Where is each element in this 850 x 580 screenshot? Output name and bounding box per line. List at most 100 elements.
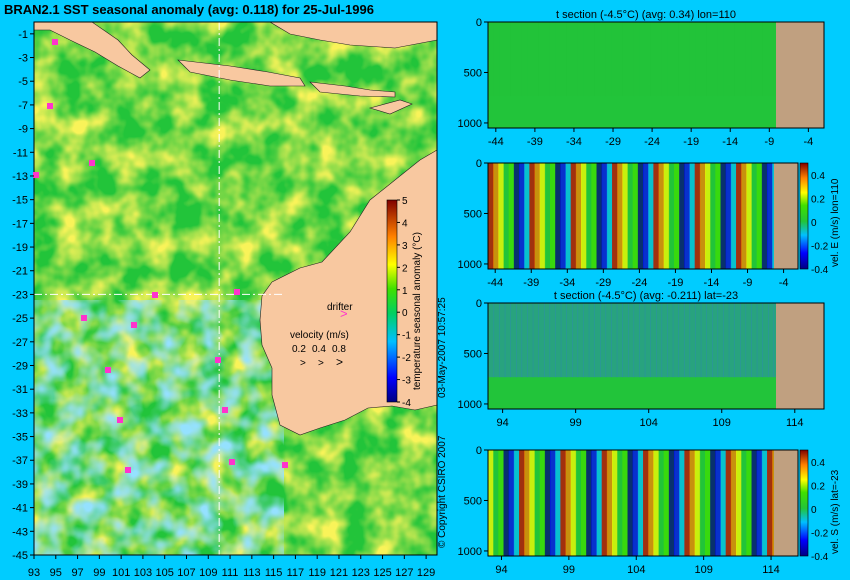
map-lat-tick-label: -9: [18, 124, 28, 136]
section-stripe: [588, 303, 595, 378]
section-stripe: [581, 450, 587, 556]
temperature-colorbar: 5 4 3 2 1 0 -1 -2 -3 -4 temperature seasonal anom…: [386, 196, 423, 409]
section-stripe: [736, 450, 742, 556]
panel-x-tick-label: -14: [704, 277, 720, 289]
velocity-scale-1: 0.2: [292, 344, 306, 355]
section-stripe: [715, 163, 721, 269]
panel-x-tick-label: -19: [683, 136, 699, 148]
section-stripe: [513, 163, 520, 269]
section-stripe: [663, 163, 670, 269]
drifter-marker: [215, 357, 221, 363]
velocity-arrow-mid-icon: >: [318, 358, 324, 369]
map-lon-tick-label: 123: [352, 567, 370, 579]
colorbar-gradient: [386, 199, 398, 403]
drifter-marker: [222, 407, 228, 413]
drifter-marker: [125, 467, 131, 473]
section-stripe: [591, 163, 597, 269]
panel-x-tick-label: -4: [779, 277, 789, 289]
section-stripe: [600, 303, 607, 378]
velocity-colorbar-tick: -0.4: [811, 552, 829, 563]
map-frame: [33, 21, 438, 556]
velocity-colorbar-tick: 0.4: [811, 171, 825, 182]
section-stripe: [767, 163, 773, 269]
colorbar-tick-label: 0: [402, 308, 408, 319]
map-lat-tick-label: -43: [12, 526, 28, 538]
section-stripe: [510, 303, 517, 378]
panel-x-tick-label: -4: [803, 136, 813, 148]
section-stripe: [539, 450, 546, 556]
section-stripe: [653, 450, 659, 556]
section-stripe: [740, 22, 747, 97]
velocity-arrow-small-icon: >: [300, 358, 306, 369]
section-stripe: [606, 163, 613, 269]
panel-x-tick-label: 109: [713, 417, 731, 429]
panel-x-tick-label: 94: [495, 564, 507, 576]
section-stripe: [728, 22, 735, 97]
panel-frame: [487, 21, 825, 129]
drifter-marker: [89, 160, 95, 166]
velocity-arrow-large-icon: >: [336, 355, 343, 369]
section-stripe: [524, 163, 530, 269]
panel-frame: [487, 302, 825, 410]
map-lon-tick-label: 125: [373, 567, 391, 579]
section-stripe: [689, 22, 696, 97]
map-lat-tick-label: -21: [12, 266, 28, 278]
map-lat-tick-label: -41: [12, 503, 28, 515]
section-stripe: [611, 303, 618, 378]
map-lon-tick-label: 121: [330, 567, 348, 579]
section-stripe: [575, 163, 582, 269]
map-lat-tick-label: -31: [12, 384, 28, 396]
colorbar-tick-label: 4: [402, 218, 408, 229]
section-panel-4: 94 99 104 109 114 0 500 1000 0.4 0.2 0 -0.2 -0.4vel.…: [458, 445, 841, 576]
section-stripe: [544, 163, 551, 269]
panel-y-tick-label: 1000: [458, 546, 482, 558]
panel-title: t section (-4.5°C) (avg: -0.211) lat=-23: [554, 290, 738, 302]
section-land-mask: [776, 22, 824, 128]
panel-x-tick-label: 104: [627, 564, 645, 576]
section-stripe: [751, 163, 758, 269]
sst-anomaly-map: 93 95 97 99 101 103 105 107 109 111 113 115 117 119 12…: [12, 21, 438, 579]
map-lat-tick-label: -45: [12, 550, 28, 562]
colorbar-tick-label: 5: [402, 196, 408, 207]
section-stripe: [627, 163, 634, 269]
section-stripe: [601, 163, 608, 269]
land-lesser-sunda: [309, 81, 396, 98]
section-stripe: [678, 303, 685, 378]
map-lat-tick-label: -33: [12, 408, 28, 420]
section-stripe: [622, 22, 629, 97]
panel-x-tick-label: 99: [563, 564, 575, 576]
section-stripe: [499, 22, 506, 97]
map-lon-tick-label: 97: [71, 567, 83, 579]
section-stripe: [756, 303, 763, 378]
section-stripe: [570, 163, 577, 269]
panel-x-tick-label: -29: [605, 136, 621, 148]
section-stripe: [689, 303, 696, 378]
section-stripe: [767, 450, 773, 556]
map-lat-tick-label: -19: [12, 242, 28, 254]
section-stripe: [566, 22, 573, 97]
section-stripe: [741, 163, 747, 269]
panel-frame: [487, 162, 799, 270]
section-stripe: [684, 163, 690, 269]
section-stripe: [705, 450, 711, 556]
section-stripe: [539, 163, 546, 269]
section-stripe: [653, 163, 659, 269]
section-stripe: [577, 303, 584, 378]
section-stripe: [684, 22, 691, 97]
map-lat-tick-label: -35: [12, 432, 28, 444]
section-stripe: [643, 450, 649, 556]
section-stripe: [725, 163, 732, 269]
panel-x-tick-label: 94: [496, 417, 508, 429]
section-stripe: [745, 22, 752, 97]
section-stripe: [679, 163, 685, 269]
drifter-marker: [117, 417, 123, 423]
section-stripe: [549, 303, 556, 378]
map-lat-tick-label: -29: [12, 360, 28, 372]
drifter-marker: [282, 462, 288, 468]
panel-frame: [487, 449, 799, 557]
velocity-label: velocity (m/s): [290, 330, 349, 341]
section-stripe: [751, 450, 758, 556]
section-stripe: [596, 163, 603, 269]
map-lon-tick-label: 113: [243, 567, 261, 579]
section-stripe: [741, 450, 747, 556]
